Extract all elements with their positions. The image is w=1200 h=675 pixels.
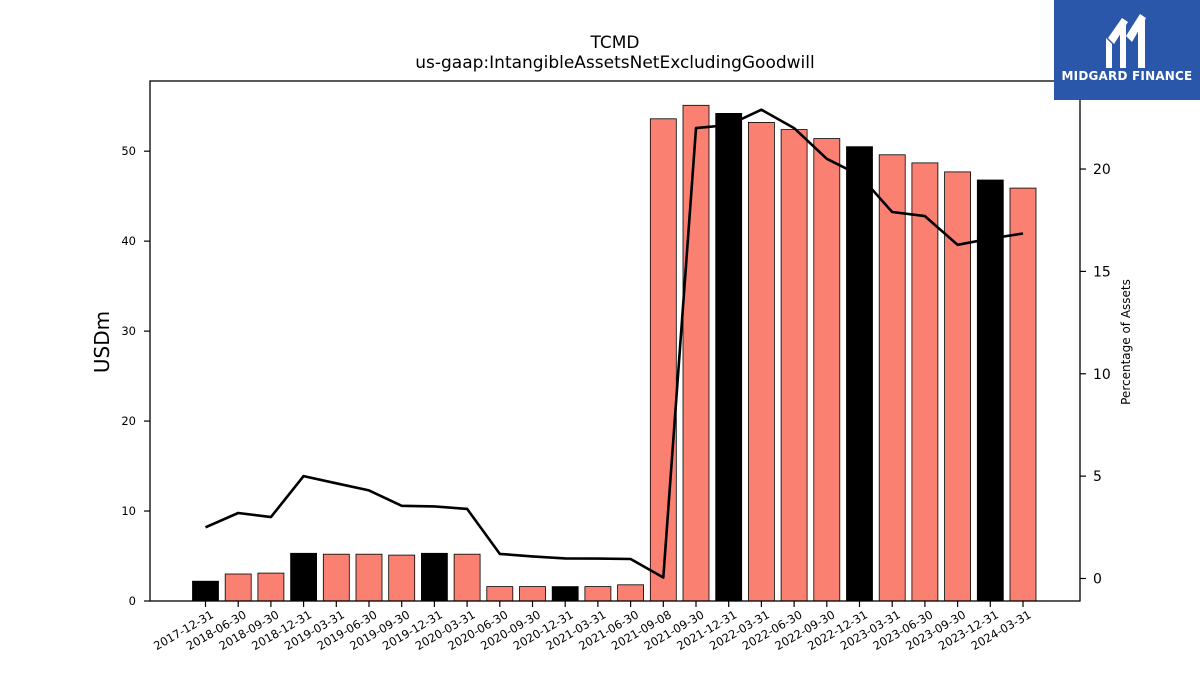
bar-2019-03-31: [322, 553, 350, 602]
bar-2020-09-30: [519, 586, 546, 602]
y-tick-label: 30: [121, 324, 136, 338]
bar-2020-12-31: [551, 586, 579, 602]
bar-2018-06-30: [224, 573, 252, 602]
x-axis-ticks: 2017-12-312018-06-302018-09-302018-12-31…: [151, 601, 1034, 653]
y-tick-label: 10: [121, 504, 136, 518]
bar-2017-12-31: [192, 580, 219, 602]
bar-2022-06-30: [780, 129, 808, 602]
midgard-finance-logo: MIDGARD FINANCE: [1054, 0, 1200, 100]
plot-frame: [149, 80, 1081, 602]
midgard-m-icon: [1106, 14, 1146, 68]
bar-2019-06-30: [355, 553, 383, 602]
y-tick-label: 20: [121, 414, 136, 428]
bar-2021-09-08: [649, 118, 677, 602]
right-axis-ticks: 0 5 10 15 20: [1080, 162, 1111, 587]
bar-2021-12-31: [715, 113, 743, 602]
bar-2022-12-31: [846, 146, 873, 602]
bar-2022-03-31: [748, 122, 775, 602]
bar-2021-03-31: [584, 586, 612, 602]
bar-2019-09-30: [388, 554, 416, 602]
right-axis-label: Percentage of Assets: [1119, 279, 1133, 405]
bar-2018-12-31: [290, 552, 318, 602]
y-axis-label: USDm: [90, 311, 114, 373]
bar-2024-03-31: [1009, 187, 1037, 602]
bar-2020-06-30: [486, 586, 514, 602]
y-tick-label: 50: [121, 144, 136, 158]
left-axis-ticks: 0 10 20 30 40 50: [121, 144, 150, 608]
bar-2019-12-31: [420, 552, 448, 602]
y-tick-label: 40: [121, 234, 136, 248]
y-tick-label: 0: [129, 594, 136, 608]
chart-title: TCMD: [589, 33, 639, 53]
logo-text: MIDGARD FINANCE: [1061, 69, 1193, 83]
line-group: [204, 108, 1024, 579]
bar-2023-06-30: [911, 162, 939, 602]
bar-2018-09-30: [257, 572, 285, 602]
right-tick-label: 0: [1093, 571, 1102, 587]
bar-2020-03-31: [453, 553, 481, 602]
percentage-line: [204, 108, 1024, 579]
bar-2023-12-31: [976, 179, 1004, 602]
right-tick-label: 15: [1093, 264, 1111, 280]
bar-2021-09-30: [682, 104, 710, 602]
bar-2022-09-30: [813, 138, 841, 602]
bar-2023-03-31: [878, 154, 906, 602]
bar-2021-06-30: [617, 584, 644, 602]
bar-group: [192, 104, 1037, 602]
chart-subtitle: us-gaap:IntangibleAssetsNetExcludingGood…: [415, 53, 814, 73]
right-tick-label: 20: [1093, 162, 1111, 178]
right-tick-label: 5: [1093, 469, 1102, 485]
right-tick-label: 10: [1093, 367, 1111, 383]
